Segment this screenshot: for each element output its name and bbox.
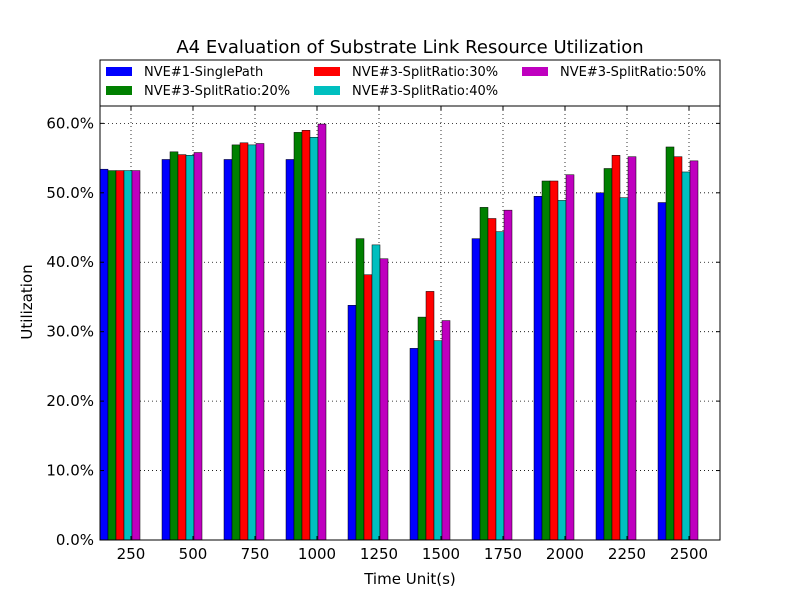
legend: NVE#1-SinglePath NVE#3-SplitRatio:20% NVE#… [99, 59, 721, 107]
x-tick-label: 1250 [360, 545, 398, 563]
legend-label: NVE#3-SplitRatio:50% [560, 65, 706, 80]
x-tick-label: 1000 [298, 545, 336, 563]
bar [673, 156, 683, 541]
y-tick-label: 50.0% [46, 184, 94, 202]
bar [379, 258, 389, 541]
legend-label: NVE#1-SinglePath [144, 65, 263, 80]
chart-title: A4 Evaluation of Substrate Link Resource… [176, 37, 643, 58]
bar [131, 170, 141, 541]
legend-swatch [314, 86, 340, 95]
x-axis-label: Time Unit(s) [363, 570, 456, 588]
y-tick-label: 40.0% [46, 253, 94, 271]
bar [425, 291, 435, 541]
y-tick-label: 60.0% [46, 114, 94, 132]
legend-swatch [522, 67, 548, 76]
bar [565, 174, 575, 541]
bar [107, 170, 117, 541]
bar [417, 316, 427, 541]
bar [441, 320, 451, 541]
x-tick-label: 1500 [422, 545, 460, 563]
bar [231, 144, 241, 541]
legend-label: NVE#3-SplitRatio:30% [352, 65, 498, 80]
bar [285, 159, 295, 541]
bar [177, 154, 187, 541]
y-tick-label: 30.0% [46, 323, 94, 341]
bar [293, 132, 303, 541]
x-tick-label: 2250 [608, 545, 646, 563]
x-tick-label: 750 [241, 545, 270, 563]
legend-swatch [314, 67, 340, 76]
bar [99, 168, 109, 541]
bar [355, 238, 365, 541]
bar [123, 170, 133, 541]
bar [433, 340, 443, 541]
bar [619, 197, 629, 541]
bar [595, 192, 605, 541]
y-tick-label: 0.0% [56, 531, 94, 549]
y-tick-label: 20.0% [46, 392, 94, 410]
bar [363, 274, 373, 541]
bar [239, 142, 249, 541]
bar [409, 348, 419, 541]
bar [161, 159, 171, 541]
bar [603, 168, 613, 541]
bars [99, 123, 699, 541]
legend-swatch [106, 67, 132, 76]
bar [533, 196, 543, 541]
y-axis-label: Utilization [18, 264, 36, 339]
bar [247, 144, 257, 541]
y-tick-label: 10.0% [46, 462, 94, 480]
bar [495, 231, 505, 541]
bar [115, 170, 125, 541]
bar [549, 180, 559, 541]
bar [185, 155, 195, 541]
bar [627, 156, 637, 541]
bar [681, 171, 691, 541]
bar [503, 209, 513, 541]
legend-box [99, 59, 721, 107]
bar [371, 244, 381, 541]
bar [223, 159, 233, 541]
bar [541, 180, 551, 541]
x-tick-label: 1750 [484, 545, 522, 563]
legend-swatch [106, 86, 132, 95]
bar [471, 238, 481, 541]
x-tick-label: 500 [179, 545, 208, 563]
x-tick-label: 2500 [670, 545, 708, 563]
bar [665, 146, 675, 541]
bar [347, 305, 357, 541]
bar [611, 155, 621, 541]
bar [317, 123, 327, 541]
bar [255, 143, 265, 541]
legend-label: NVE#3-SplitRatio:40% [352, 84, 498, 99]
bar [301, 130, 311, 541]
ticks: 0.0% 10.0% 20.0% 30.0% 40.0% 50.0% 60.0% 250 500… [46, 106, 720, 563]
bar [689, 160, 699, 541]
bar [487, 218, 497, 541]
bar [309, 136, 319, 541]
bar [193, 152, 203, 541]
bar [657, 202, 667, 541]
bar [479, 207, 489, 541]
legend-label: NVE#3-SplitRatio:20% [144, 84, 290, 99]
x-tick-label: 2000 [546, 545, 584, 563]
bar [169, 151, 179, 541]
x-tick-label: 250 [117, 545, 146, 563]
bar [557, 200, 567, 541]
